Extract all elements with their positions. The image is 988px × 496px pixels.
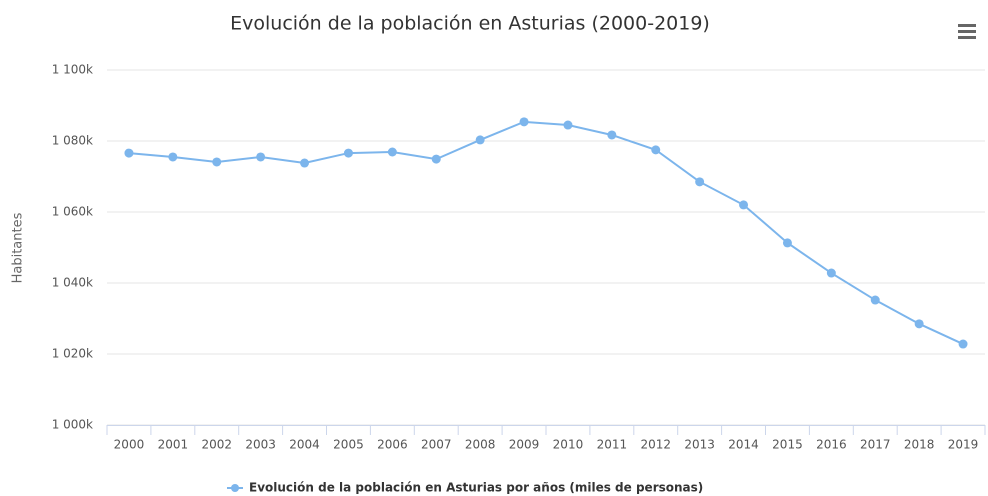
point xyxy=(124,148,134,158)
menu-button[interactable] xyxy=(958,24,976,39)
point xyxy=(387,147,397,157)
point xyxy=(300,158,310,168)
x-tick-label: 2015 xyxy=(772,438,803,452)
point xyxy=(607,130,617,140)
menu-bar[interactable] xyxy=(958,24,976,27)
point xyxy=(519,117,529,127)
point xyxy=(870,295,880,305)
x-tick-label: 2001 xyxy=(158,438,189,452)
x-tick-label: 2012 xyxy=(640,438,671,452)
y-tick-label: 1 040k xyxy=(52,276,93,290)
point xyxy=(914,319,924,329)
point xyxy=(168,152,178,162)
x-tick-label: 2004 xyxy=(289,438,320,452)
x-tick-label: 2017 xyxy=(860,438,891,452)
y-tick-label: 1 080k xyxy=(52,134,93,148)
x-tick-label: 2013 xyxy=(684,438,715,452)
point xyxy=(958,339,968,349)
x-tick-label: 2006 xyxy=(377,438,408,452)
x-tick-label: 2008 xyxy=(465,438,496,452)
point xyxy=(782,238,792,248)
point xyxy=(431,154,441,164)
x-tick-label: 2018 xyxy=(904,438,935,452)
line xyxy=(128,120,964,345)
chart-title: Evolución de la población en Asturias (2… xyxy=(230,13,710,35)
x-tick-label: 2003 xyxy=(245,438,276,452)
x-tick-label: 2016 xyxy=(816,438,847,452)
y-tick-label: 1 000k xyxy=(52,418,93,432)
point xyxy=(256,152,266,162)
x-tick-label: 2010 xyxy=(553,438,584,452)
x-tick-label: 2007 xyxy=(421,438,452,452)
point xyxy=(695,177,705,187)
y-tick-label: 1 060k xyxy=(52,205,93,219)
y-tick-label: 1 100k xyxy=(52,63,93,77)
menu-bar[interactable] xyxy=(958,36,976,39)
x-tick-label: 2011 xyxy=(597,438,628,452)
y-tick-label: 1 020k xyxy=(52,347,93,361)
point xyxy=(651,145,661,155)
x-tick-label: 2019 xyxy=(948,438,979,452)
y-axis-label: Habitantes xyxy=(11,212,26,283)
menu-bar[interactable] xyxy=(958,30,976,33)
x-tick-label: 2005 xyxy=(333,438,364,452)
point xyxy=(475,135,485,145)
legend-label: Evolución de la población en Asturias po… xyxy=(249,481,703,495)
x-tick-label: 2009 xyxy=(509,438,540,452)
point xyxy=(212,157,222,167)
point xyxy=(563,120,573,130)
point xyxy=(739,200,749,210)
x-tick-label: 2002 xyxy=(201,438,232,452)
legend-marker xyxy=(231,484,239,492)
point xyxy=(826,268,836,278)
x-tick-label: 2014 xyxy=(728,438,759,452)
point xyxy=(343,148,353,158)
x-tick-label: 2000 xyxy=(114,438,145,452)
